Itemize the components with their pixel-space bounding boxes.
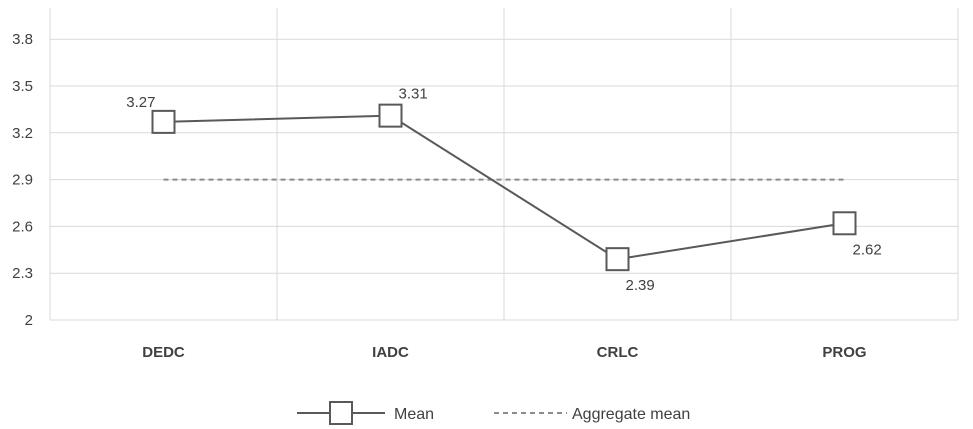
legend: Mean Aggregate mean — [297, 401, 690, 425]
y-tick-label: 2 — [25, 312, 33, 329]
y-tick-label: 3.2 — [12, 125, 33, 142]
data-labels: 3.27 3.31 2.39 2.62 — [126, 86, 881, 295]
mean-series-line — [163, 114, 845, 261]
mean-point-marker — [832, 211, 857, 236]
legend-aggregate-label: Aggregate mean — [572, 406, 690, 423]
x-category-label: IADC — [372, 344, 409, 361]
mean-data-label: 2.62 — [853, 241, 882, 258]
series — [151, 103, 857, 272]
y-tick-label: 2.6 — [12, 218, 33, 235]
x-category-label: DEDC — [142, 344, 185, 361]
mean-data-label: 3.31 — [399, 86, 428, 103]
legend-mean-label: Mean — [394, 406, 434, 423]
y-tick-label: 2.3 — [12, 265, 33, 282]
legend-mean-marker — [329, 401, 353, 425]
y-tick-label: 3.8 — [12, 31, 33, 48]
x-category-label: PROG — [822, 344, 866, 361]
y-tick-label: 2.9 — [12, 172, 33, 189]
mean-data-label: 2.39 — [626, 277, 655, 294]
mean-point-marker — [378, 103, 403, 128]
mean-data-label: 3.27 — [126, 94, 155, 111]
mean-point-marker — [605, 247, 630, 272]
x-category-label: CRLC — [597, 344, 639, 361]
y-tick-label: 3.5 — [12, 78, 33, 95]
mean-point-marker — [151, 109, 176, 134]
grid — [49, 8, 959, 320]
axes: 2 2.3 2.6 2.9 3.2 3.5 3.8 DEDC IADC CRLC PROG — [12, 31, 958, 361]
